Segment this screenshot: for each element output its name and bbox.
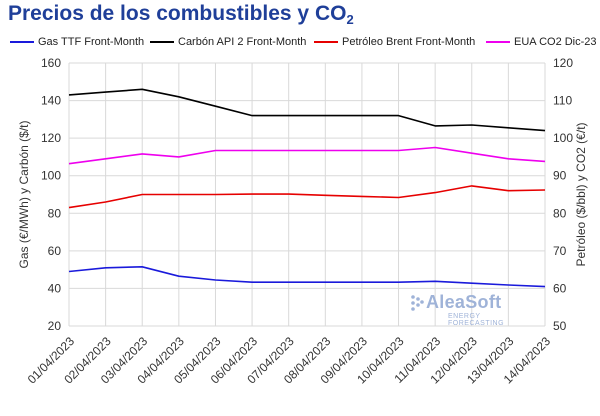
legend-label-brent: Petróleo Brent Front-Month	[342, 36, 476, 48]
legend-label-co2: EUA CO2 Dic-23	[514, 36, 597, 48]
series-line-gas	[68, 265, 546, 288]
y-left-tick-label: 140	[41, 94, 61, 108]
aleasoft-logo-icon	[411, 295, 424, 311]
legend-swatch-brent	[314, 41, 338, 43]
y-right-tick-label: 60	[553, 281, 567, 295]
y-right-tick-label: 100	[553, 131, 573, 145]
legend-item-brent: Petróleo Brent Front-Month	[314, 36, 475, 48]
y-right-tick-label: 80	[553, 206, 567, 220]
legend-item-coal: Carbón API 2 Front-Month	[150, 36, 306, 48]
series-line-co2	[68, 146, 546, 165]
y-left-tick-label: 40	[48, 281, 62, 295]
y-left-axis-label: Gas (€/MWh) y Carbón ($/t)	[17, 120, 31, 268]
watermark-brand: AleaSoft	[426, 292, 502, 312]
legend-swatch-co2	[486, 41, 510, 43]
y-left-tick-label: 160	[41, 56, 61, 70]
y-right-tick-label: 90	[553, 169, 567, 183]
y-left-tick-label: 20	[48, 319, 62, 333]
watermark-tagline: ENERGY FORECASTING	[448, 313, 505, 327]
legend-label-gas: Gas TTF Front-Month	[38, 36, 145, 48]
y-left-tick-label: 80	[48, 206, 62, 220]
aleasoft-watermark: AleaSoft ENERGY FORECASTING	[408, 292, 538, 327]
y-left-tick-label: 60	[48, 244, 62, 258]
legend-swatch-coal	[150, 41, 174, 43]
chart-title: Precios de los combustibles y CO2	[8, 2, 354, 27]
legend-label-coal: Carbón API 2 Front-Month	[178, 36, 307, 48]
chart-legend: Gas TTF Front-Month Carbón API 2 Front-M…	[0, 36, 600, 52]
series-line-coal	[68, 88, 546, 132]
legend-item-gas: Gas TTF Front-Month	[10, 36, 144, 48]
y-right-axis-label: Petróleo ($/bbl) y CO2 (€/t)	[574, 122, 588, 266]
y-right-tick-label: 110	[553, 94, 572, 108]
y-right-tick-label: 70	[553, 244, 567, 258]
y-left-tick-label: 100	[41, 169, 61, 183]
legend-swatch-gas	[10, 41, 34, 43]
y-right-tick-label: 50	[553, 319, 567, 333]
series-line-brent	[68, 185, 546, 209]
y-left-tick-label: 120	[41, 131, 61, 145]
legend-item-co2: EUA CO2 Dic-23	[486, 36, 597, 48]
y-right-tick-label: 120	[553, 56, 573, 70]
